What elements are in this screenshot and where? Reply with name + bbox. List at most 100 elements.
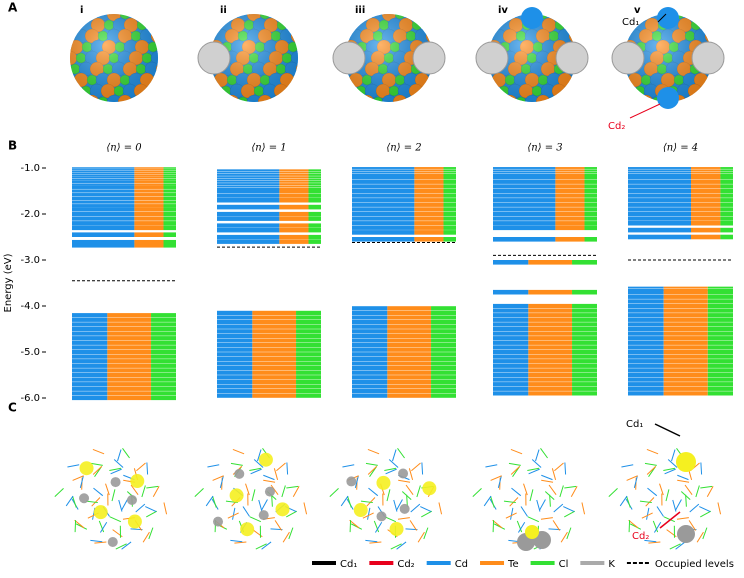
level-te (555, 188, 585, 194)
energy-level (217, 315, 321, 320)
level-te (663, 286, 708, 289)
atom (488, 19, 500, 31)
level-cd (493, 193, 556, 198)
energy-level (493, 260, 597, 265)
energy-level (493, 382, 597, 387)
level-cl (443, 225, 456, 230)
energy-level (217, 178, 321, 181)
level-cl (572, 368, 597, 373)
level-cd (628, 169, 691, 172)
atom (345, 96, 351, 102)
level-te (387, 338, 432, 343)
level-te (107, 359, 152, 364)
level-te (252, 384, 297, 389)
level-te (107, 372, 152, 378)
level-cl (443, 216, 456, 221)
energy-level (72, 372, 176, 378)
energy-level (352, 193, 456, 198)
energy-level (628, 294, 733, 299)
bond (685, 494, 687, 507)
bond (423, 527, 429, 540)
bond (360, 500, 373, 504)
atom (488, 96, 494, 102)
level-te (279, 176, 309, 179)
bond (234, 541, 247, 544)
level-cd (352, 315, 388, 320)
level-cd (493, 354, 529, 359)
level-cd (352, 333, 388, 338)
bond (374, 522, 383, 533)
k-ion (332, 41, 366, 75)
level-te (387, 306, 432, 311)
level-te (387, 352, 432, 357)
level-te (663, 317, 708, 322)
orbital (127, 514, 142, 529)
level-te (691, 207, 721, 212)
level-cd (628, 349, 664, 355)
k-ion (555, 41, 589, 75)
bond (517, 522, 526, 533)
level-cl (572, 340, 597, 345)
bond (411, 462, 421, 472)
bond (570, 485, 578, 497)
energy-level (493, 354, 597, 359)
energy-level (352, 221, 456, 226)
level-te (279, 223, 309, 228)
level-cl (584, 184, 597, 189)
level-cd (217, 187, 280, 190)
level-te (691, 169, 721, 172)
level-te (691, 175, 721, 180)
bond (92, 465, 103, 475)
atom (693, 94, 709, 102)
level-cd (352, 379, 388, 384)
atom (70, 17, 73, 33)
level-cd (628, 354, 664, 359)
bond (109, 516, 122, 523)
bond (490, 496, 495, 508)
energy-level (628, 313, 733, 318)
level-cd (493, 202, 556, 207)
level-cl (431, 310, 456, 315)
level-cd (493, 207, 556, 212)
level-te (387, 347, 432, 352)
atom (86, 14, 98, 20)
level-cl (151, 313, 176, 318)
energy-level (352, 356, 456, 361)
level-cl (163, 180, 176, 183)
level-cd (217, 239, 280, 244)
level-cd (72, 176, 135, 179)
level-te (134, 178, 164, 181)
bond (130, 484, 139, 495)
level-cl (151, 322, 176, 327)
level-cl (584, 237, 597, 242)
bond (648, 541, 661, 544)
level-cl (584, 173, 597, 176)
atom (279, 14, 295, 22)
level-cl (296, 366, 321, 371)
bond (639, 500, 652, 504)
bond (408, 468, 414, 481)
level-cd (352, 221, 415, 226)
level-cl (707, 354, 733, 359)
bond (552, 520, 561, 531)
energy-level (352, 343, 456, 348)
energy-level (352, 370, 456, 375)
bond (664, 468, 676, 475)
bond (564, 510, 576, 518)
atom (699, 17, 712, 33)
atom (210, 14, 218, 22)
level-te (663, 349, 708, 355)
energy-level (628, 359, 733, 364)
bond (373, 520, 380, 533)
atom (704, 94, 712, 102)
level-te (555, 171, 585, 174)
energy-level (628, 220, 733, 226)
level-cd (628, 294, 664, 299)
bond (65, 495, 74, 507)
level-cd (352, 393, 388, 398)
energy-level (493, 326, 597, 332)
bond (365, 462, 378, 466)
level-cl (584, 225, 597, 231)
energy-level (493, 237, 597, 242)
level-cd (628, 313, 664, 318)
